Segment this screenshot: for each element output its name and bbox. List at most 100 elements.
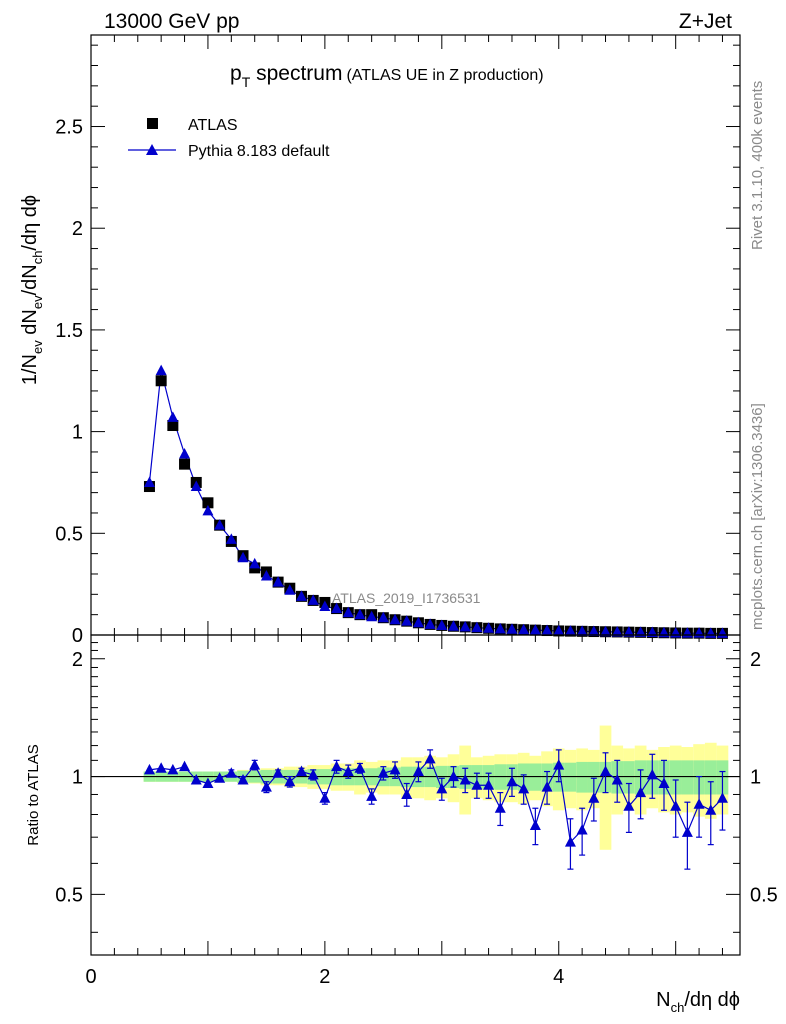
pythia-data-point bbox=[576, 625, 588, 636]
mcplots-info: mcplots.cern.ch [arXiv:1306.3436] bbox=[749, 403, 766, 630]
pythia-ratio-point bbox=[366, 790, 378, 801]
pythia-ratio-point bbox=[623, 800, 635, 811]
pythia-data-point bbox=[635, 626, 647, 637]
title-p: p bbox=[230, 62, 242, 85]
y-tick-label: 0 bbox=[72, 625, 83, 647]
band-inner bbox=[681, 760, 694, 795]
legend: ATLAS Pythia 8.183 default bbox=[128, 117, 330, 160]
pythia-data-point bbox=[401, 615, 413, 626]
pythia-ratio-point bbox=[190, 773, 202, 785]
pythia-ratio-point bbox=[646, 768, 658, 780]
pythia-data-point bbox=[225, 533, 237, 544]
pythia-data-point bbox=[518, 623, 530, 635]
atlas-data-point bbox=[155, 375, 167, 387]
pythia-ratio-point bbox=[611, 773, 623, 785]
pythia-ratio-point bbox=[155, 762, 167, 773]
band-inner bbox=[623, 761, 635, 794]
band-inner bbox=[669, 760, 682, 795]
pythia-data-point bbox=[354, 608, 366, 620]
pythia-data-point bbox=[448, 620, 460, 631]
pythia-ratio-point bbox=[529, 819, 541, 830]
rivet-info: Rivet 3.1.10, 400k events bbox=[749, 81, 766, 250]
band-inner bbox=[564, 762, 577, 792]
ratio-y-tick-label-right: 1 bbox=[750, 767, 761, 789]
plot-title: pT spectrum (ATLAS UE in Z production) bbox=[230, 62, 544, 90]
ratio-y-tick-label-right: 0.5 bbox=[750, 884, 778, 906]
pythia-ratio-point bbox=[436, 782, 448, 794]
pythia-data-point bbox=[295, 590, 307, 601]
pythia-data-point bbox=[214, 519, 226, 530]
header-energy: 13000 GeV pp bbox=[104, 10, 239, 33]
pythia-ratio-point bbox=[307, 768, 319, 780]
pythia-data-point bbox=[529, 624, 541, 635]
pythia-ratio-point bbox=[179, 760, 191, 772]
y-axis-label: 1/Nev dNev/dNch/dη dϕ bbox=[19, 195, 45, 385]
pythia-ratio-point bbox=[319, 792, 331, 803]
pythia-ratio-point bbox=[506, 775, 518, 787]
pythia-data-point bbox=[588, 625, 600, 637]
pythia-ratio-point bbox=[518, 782, 530, 794]
pythia-data-point bbox=[389, 613, 401, 625]
pythia-ratio-point bbox=[541, 781, 553, 792]
pythia-ratio-point bbox=[681, 826, 693, 837]
pythia-data-point bbox=[260, 570, 272, 581]
x-tick-label: 2 bbox=[319, 966, 330, 988]
pythia-data-point bbox=[319, 600, 331, 612]
pythia-ratio-point bbox=[635, 786, 647, 798]
pythia-data-point bbox=[167, 411, 179, 422]
atlas-data-point bbox=[167, 420, 179, 432]
pythia-data-point bbox=[331, 602, 343, 614]
band-inner bbox=[587, 761, 600, 793]
atlas-data-point bbox=[179, 458, 191, 470]
pythia-data-point bbox=[284, 584, 296, 595]
pythia-data-point bbox=[600, 625, 612, 637]
pythia-data-point bbox=[494, 622, 506, 634]
y-tick-label: 1 bbox=[72, 422, 83, 444]
pythia-ratio-line bbox=[149, 757, 723, 844]
pythia-data-point bbox=[272, 576, 284, 587]
pythia-ratio-point bbox=[202, 777, 214, 789]
pythia-ratio-point bbox=[459, 773, 471, 785]
pythia-ratio-point bbox=[284, 775, 296, 787]
x-tick-label: 0 bbox=[85, 966, 96, 988]
pythia-ratio-point bbox=[237, 773, 249, 785]
pythia-ratio-point bbox=[564, 836, 576, 847]
pythia-data-point bbox=[342, 606, 354, 618]
analysis-label: ATLAS_2019_I1736531 bbox=[332, 590, 481, 606]
pythia-ratio-point bbox=[576, 824, 588, 835]
legend-pythia-marker bbox=[146, 144, 158, 155]
x-axis-label: Nch/dη dϕ bbox=[656, 989, 740, 1015]
x-tick-label: 4 bbox=[553, 966, 564, 988]
pythia-ratio-point bbox=[494, 802, 506, 813]
band-inner bbox=[704, 760, 717, 795]
pythia-ratio-point bbox=[670, 800, 682, 811]
title-sub: T bbox=[242, 74, 251, 90]
pythia-ratio-point bbox=[483, 779, 495, 790]
ratio-series bbox=[143, 749, 728, 870]
legend-pythia-label: Pythia 8.183 default bbox=[188, 143, 330, 160]
ratio-plot-frame bbox=[90, 634, 741, 956]
title-extra: (ATLAS UE in Z production) bbox=[346, 67, 543, 84]
main-axis-ticks: 0 0.5 1 1.5 2 2.5 bbox=[55, 35, 740, 647]
pythia-ratio-point bbox=[424, 752, 436, 764]
pythia-data-point bbox=[366, 610, 378, 622]
band-inner bbox=[576, 761, 588, 793]
pythia-ratio-point bbox=[389, 763, 401, 775]
pythia-ratio-point bbox=[448, 770, 460, 782]
pythia-data-point bbox=[564, 625, 576, 636]
pythia-data-point bbox=[202, 504, 214, 516]
pythia-data-point bbox=[237, 551, 249, 563]
pythia-ratio-point bbox=[600, 765, 612, 777]
pythia-data-point bbox=[143, 476, 155, 487]
title-rest: spectrum bbox=[250, 62, 342, 85]
ratio-axis-ticks: 0.5 0.5 1 1 2 2 0 2 4 bbox=[55, 635, 778, 988]
pythia-ratio-point bbox=[260, 781, 272, 792]
pythia-data-point bbox=[307, 594, 319, 605]
pythia-ratio-point bbox=[377, 767, 389, 778]
pythia-ratio-point bbox=[658, 777, 670, 789]
pythia-data-point bbox=[412, 616, 424, 628]
header-process: Z+Jet bbox=[679, 10, 732, 33]
pythia-ratio-point bbox=[167, 763, 179, 775]
ratio-y-tick-label: 1 bbox=[72, 767, 83, 789]
